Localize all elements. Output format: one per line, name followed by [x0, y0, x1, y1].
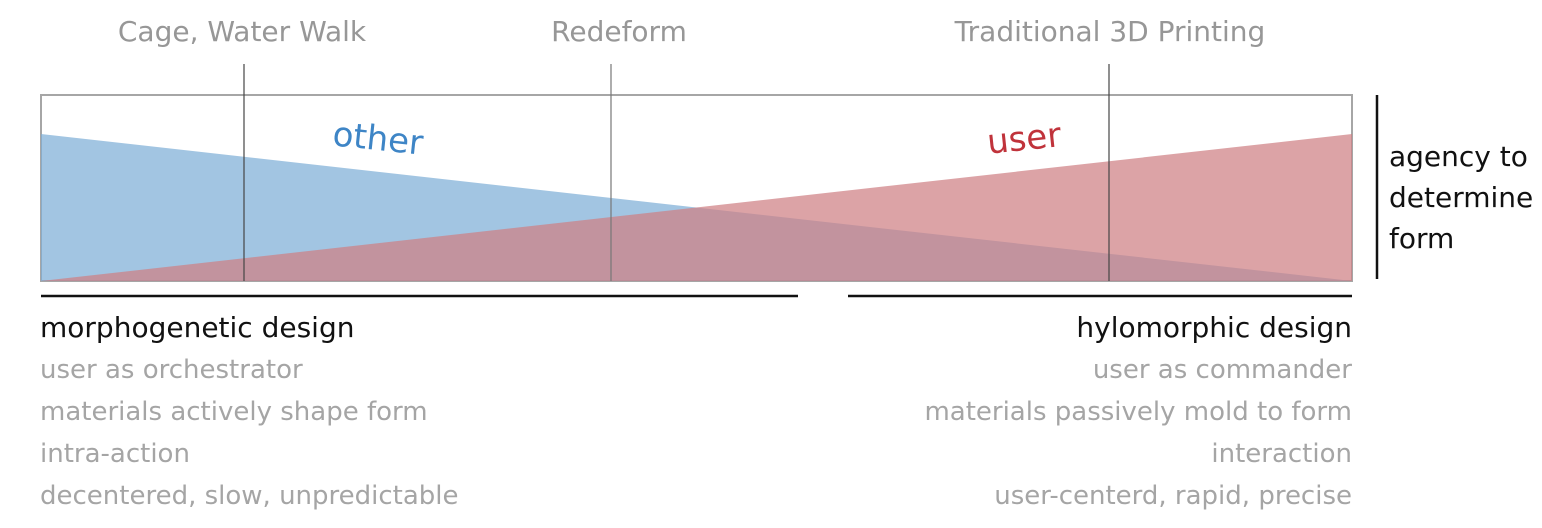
user-series-label: user	[985, 115, 1063, 163]
hylomorphic-item: user-centerd, rapid, precise	[994, 481, 1352, 511]
morphogenetic-item: intra-action	[40, 439, 190, 469]
morphogenetic-heading: morphogenetic design	[40, 311, 355, 344]
morphogenetic-item: user as orchestrator	[40, 355, 303, 385]
hylomorphic-item: materials passively mold to form	[924, 397, 1352, 427]
morphogenetic-item: decentered, slow, unpredictable	[40, 481, 459, 511]
category-label-cage: Cage, Water Walk	[117, 15, 367, 48]
agency-axis-label: agency to determine form	[1389, 140, 1534, 255]
user-agency-area	[41, 134, 1352, 281]
hylomorphic-item: user as commander	[1092, 355, 1352, 385]
category-label-traditional: Traditional 3D Printing	[954, 15, 1266, 48]
hylomorphic-item: interaction	[1211, 439, 1352, 469]
hylomorphic-heading: hylomorphic design	[1076, 311, 1352, 344]
morphogenetic-item: materials actively shape form	[40, 397, 428, 427]
category-label-redeform: Redeform	[551, 15, 687, 48]
other-series-label: other	[331, 114, 425, 163]
